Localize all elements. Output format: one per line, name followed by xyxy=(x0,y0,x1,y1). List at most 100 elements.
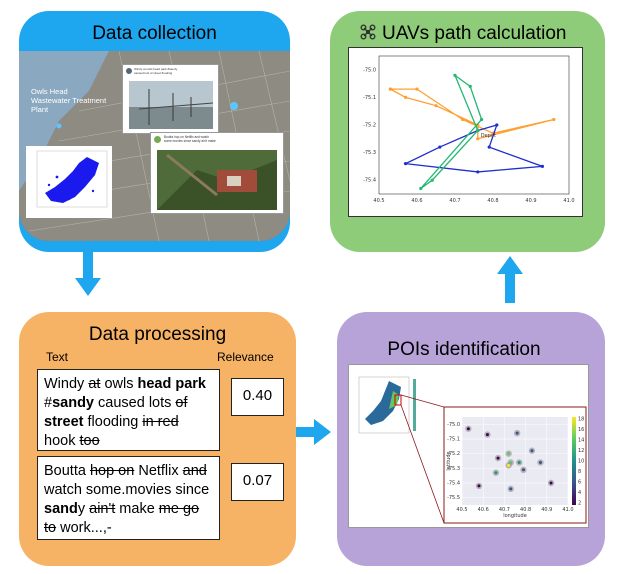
poi-zoom-connector xyxy=(400,394,445,408)
arrow-up xyxy=(497,256,523,303)
poi-colorbar xyxy=(572,417,576,505)
poi-overview-thumbnail xyxy=(358,376,416,434)
path-route-line xyxy=(403,124,543,173)
poi-point xyxy=(509,487,513,491)
poi-y-tick: -75.1 xyxy=(447,437,460,443)
poi-point xyxy=(466,427,470,431)
data-collection-title: Data collection xyxy=(92,23,217,44)
tweet-2-avatar xyxy=(154,136,161,143)
path-route-line xyxy=(390,88,554,140)
poi-colorbar-tick: 4 xyxy=(578,490,581,496)
path-route-point xyxy=(388,87,392,91)
tweet-1-avatar xyxy=(126,68,132,74)
uav-path-title: UAVs path calculation xyxy=(382,23,567,44)
poi-plot-area xyxy=(462,417,568,505)
poi-colorbar-tick: 12 xyxy=(578,448,584,454)
path-y-tick: -75.4 xyxy=(363,178,376,184)
poi-y-tick: -75.3 xyxy=(447,466,460,472)
data-processing-title: Data processing xyxy=(88,324,227,345)
path-y-tick: -75.3 xyxy=(363,150,376,156)
poi-point xyxy=(477,484,481,488)
path-route-point xyxy=(540,164,544,168)
path-route-point xyxy=(476,170,480,174)
tweet-2-line-2: some movies since sandy ain't make xyxy=(164,139,216,143)
arrow-right xyxy=(296,419,331,445)
path-route-point xyxy=(480,117,484,122)
poi-point xyxy=(485,433,489,437)
poi-x-tick: 40.9 xyxy=(541,507,552,513)
path-route-point xyxy=(438,145,442,149)
pois-chart: -75.0 -75.1 -75.2 -75.3 -75.4 -75.5 40.5 40.6 40… xyxy=(358,376,587,524)
relevance-column-header: Relevance xyxy=(217,350,274,364)
path-chart: -75.0 -75.1 -75.2 -75.3 -75.4 40.5 40.6 40.7 40.… xyxy=(363,55,575,204)
tweet-2-text: Boutta hop on Netflix and watch some mov… xyxy=(164,135,282,143)
drone-icon xyxy=(360,24,376,40)
path-route-point xyxy=(495,123,499,127)
tweet-card-1: Windy at owls head park #sandy caused lo… xyxy=(122,64,219,134)
poi-x-tick: 40.6 xyxy=(478,507,489,513)
poi-point xyxy=(507,463,511,467)
poi-x-tick: 40.5 xyxy=(456,507,467,513)
path-route-point xyxy=(461,117,465,122)
poi-point xyxy=(494,471,498,475)
poi-y-tick: -75.0 xyxy=(447,422,460,428)
path-x-tick: 40.8 xyxy=(487,198,498,204)
poi-point xyxy=(521,468,525,472)
poi-x-tick: 40.8 xyxy=(520,507,531,513)
poi-y-tick: -75.2 xyxy=(447,451,460,457)
poi-y-tick: -75.5 xyxy=(447,495,460,501)
path-route-point xyxy=(552,117,556,122)
path-y-tick: -75.1 xyxy=(363,95,376,101)
poi-y-tick: -75.4 xyxy=(447,481,460,487)
poi-x-tick: 41.0 xyxy=(562,507,573,513)
path-x-tick: 40.7 xyxy=(449,198,460,204)
poi-colorbar-tick: 2 xyxy=(578,501,581,507)
path-route-point xyxy=(434,104,438,108)
tweet-1-line-1: Windy at owls head park #sandy xyxy=(134,67,178,71)
path-y-tick: -75.2 xyxy=(363,123,376,129)
poi-y-axis-label: latitude xyxy=(446,451,452,470)
path-x-tick: 40.5 xyxy=(373,198,384,204)
poi-colorbar-tick: 16 xyxy=(578,427,584,433)
tweet-location-scatter xyxy=(26,146,112,218)
poi-colorbar-tick: 14 xyxy=(578,438,584,444)
processed-text-box-1: Windy at owls head park #sandy caused lo… xyxy=(37,369,220,451)
poi-colorbar-tick: 6 xyxy=(578,480,581,486)
poi-colorbar-tick: 18 xyxy=(578,417,584,423)
relevance-value-2: 0.07 xyxy=(231,463,284,501)
path-route-point xyxy=(404,162,408,166)
tweet-card-2: Boutta hop on Netflix and watch some mov… xyxy=(150,132,284,214)
poi-overview-colorbar xyxy=(413,379,416,431)
poi-x-tick: 40.7 xyxy=(499,507,510,513)
poi-colorbar-tick: 8 xyxy=(578,469,581,475)
poi-zoom-rect xyxy=(394,394,402,406)
poi-point xyxy=(530,449,534,453)
depot-label: Depot xyxy=(481,133,496,139)
path-route-point xyxy=(476,128,480,133)
tweet-2-photo xyxy=(157,150,277,210)
path-route-point xyxy=(419,186,423,191)
path-x-tick: 40.6 xyxy=(411,198,422,204)
tweet-2-line-1: Boutta hop on Netflix and watch xyxy=(164,135,210,139)
poi-overview-map xyxy=(365,381,401,425)
tweet-1-line-2: caused lots of street flooding xyxy=(134,71,173,75)
tweet-1-photo xyxy=(129,81,213,129)
path-route-point xyxy=(468,84,472,88)
poi-point xyxy=(496,456,500,460)
poi-point xyxy=(507,452,511,456)
poi-x-axis-label: longitude xyxy=(503,513,527,519)
path-route-point xyxy=(430,178,434,182)
path-route-point xyxy=(415,87,419,91)
arrow-down xyxy=(75,252,101,296)
path-route-point xyxy=(453,73,457,77)
poi-zoom-connector xyxy=(400,404,445,524)
relevance-value-1: 0.40 xyxy=(231,378,284,416)
path-x-tick: 41.0 xyxy=(563,198,574,204)
poi-point xyxy=(517,460,521,464)
poi-point xyxy=(515,431,519,435)
pois-chart-card: -75.0 -75.1 -75.2 -75.3 -75.4 -75.5 40.5 40.6 40… xyxy=(348,364,589,528)
path-chart-card: -75.0 -75.1 -75.2 -75.3 -75.4 40.5 40.6 40.7 40.… xyxy=(348,47,583,217)
pois-title: POIs identification xyxy=(387,339,541,360)
path-route-point xyxy=(476,137,480,141)
path-x-tick: 40.9 xyxy=(525,198,536,204)
